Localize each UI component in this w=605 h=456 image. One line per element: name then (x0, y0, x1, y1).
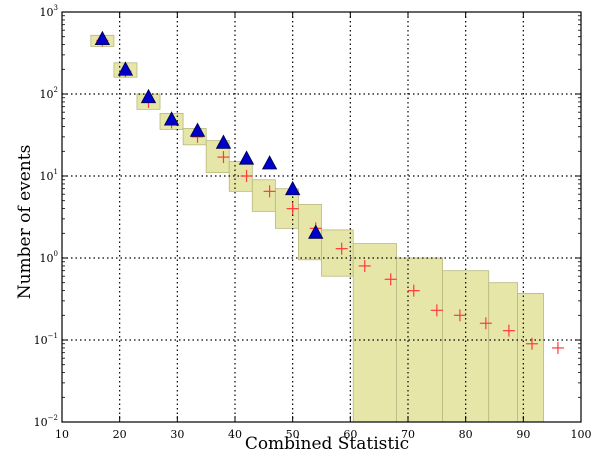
y-tick-label: 100 (40, 250, 58, 265)
cross-marker (479, 317, 492, 330)
x-tick-label: 10 (55, 428, 69, 441)
y-tick-label: 101 (40, 168, 58, 183)
triangle-marker (94, 30, 111, 46)
cross-marker (240, 170, 253, 182)
x-tick-label: 100 (571, 428, 592, 441)
y-tick-label: 10−1 (34, 332, 58, 347)
cross-marker (430, 304, 443, 317)
triangle-marker (117, 61, 134, 76)
x-tick-label: 30 (170, 428, 184, 441)
band-bin (321, 229, 354, 277)
triangle-marker (238, 150, 255, 165)
cross-marker (551, 341, 564, 354)
cross-marker (358, 259, 371, 272)
band-bin (488, 282, 518, 423)
x-tick-label: 40 (228, 428, 242, 441)
band-bin (352, 243, 397, 423)
triangle-marker (189, 122, 206, 137)
x-tick-label: 20 (113, 428, 127, 441)
plot-area: 10 20 30 40 50 60 70 80 90 100 10−2 10−1 100 101 102 10… (34, 4, 592, 441)
triangle-marker (140, 88, 157, 104)
cross-marker (525, 337, 538, 350)
y-tick-label: 10−2 (34, 414, 58, 429)
cross-marker (453, 309, 466, 322)
y-tick-label: 102 (40, 86, 58, 101)
triangle-marker (163, 111, 180, 126)
triangle-marker (261, 155, 278, 170)
cross-marker (384, 273, 397, 286)
x-tick-label: 90 (516, 428, 530, 441)
triangle-marker (284, 180, 301, 196)
x-tick-label: 80 (459, 428, 473, 441)
cross-marker (217, 151, 230, 164)
cross-marker (335, 242, 348, 255)
triangle-marker (308, 224, 324, 239)
plot-frame (61, 11, 582, 423)
x-tick-label: 60 (343, 428, 357, 441)
x-axis-label: Combined Statistic (245, 434, 409, 454)
cross-marker (407, 284, 420, 297)
cross-marker (286, 202, 299, 215)
band-bin (517, 293, 544, 423)
band-bin (251, 179, 276, 212)
y-tick-label: 103 (40, 4, 58, 19)
x-tick-label: 50 (286, 428, 300, 441)
x-tick-label: 70 (401, 428, 415, 441)
y-axis-label: Number of events (15, 145, 35, 300)
cross-marker (502, 324, 515, 337)
triangle-marker (215, 134, 232, 149)
cross-marker (263, 185, 276, 198)
